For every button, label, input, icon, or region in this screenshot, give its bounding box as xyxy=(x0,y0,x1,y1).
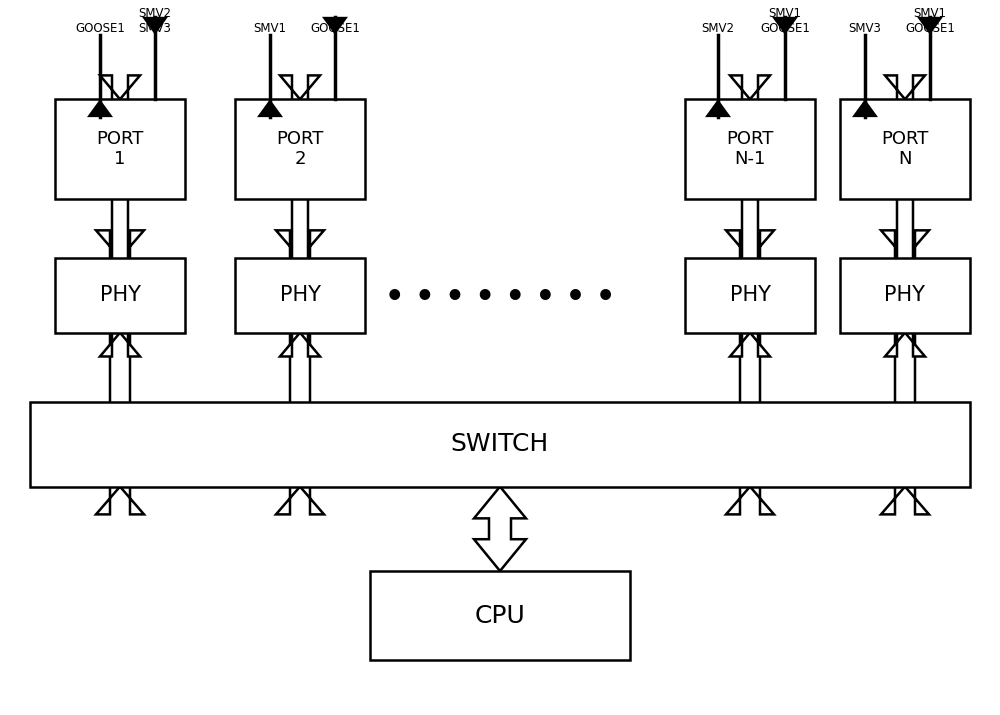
PathPatch shape xyxy=(100,75,140,357)
Bar xyxy=(840,258,970,332)
Bar xyxy=(685,99,815,199)
Polygon shape xyxy=(257,99,283,117)
PathPatch shape xyxy=(726,230,774,514)
PathPatch shape xyxy=(280,75,320,357)
Text: PHY: PHY xyxy=(100,285,140,305)
PathPatch shape xyxy=(96,230,144,514)
Text: PHY: PHY xyxy=(280,285,320,305)
Bar xyxy=(30,402,970,487)
Bar xyxy=(840,99,970,199)
PathPatch shape xyxy=(474,487,526,571)
Text: PORT
1: PORT 1 xyxy=(96,129,144,168)
Text: PHY: PHY xyxy=(885,285,926,305)
Bar xyxy=(55,99,185,199)
Bar xyxy=(235,99,365,199)
Text: CPU: CPU xyxy=(475,603,525,628)
Bar xyxy=(685,258,815,332)
Text: PHY: PHY xyxy=(730,285,770,305)
Text: PORT
N-1: PORT N-1 xyxy=(726,129,774,168)
Polygon shape xyxy=(87,99,113,117)
Text: GOOSE1: GOOSE1 xyxy=(75,21,125,35)
Bar xyxy=(55,258,185,332)
PathPatch shape xyxy=(730,75,770,357)
PathPatch shape xyxy=(881,230,929,514)
PathPatch shape xyxy=(276,230,324,514)
Text: SMV3: SMV3 xyxy=(849,21,881,35)
Text: GOOSE1: GOOSE1 xyxy=(310,21,360,35)
Polygon shape xyxy=(705,99,731,117)
Text: SMV2: SMV2 xyxy=(702,21,734,35)
Bar xyxy=(235,258,365,332)
Text: SMV2
SMV3: SMV2 SMV3 xyxy=(138,6,172,35)
Text: • • • • • • • •: • • • • • • • • xyxy=(385,283,615,312)
Polygon shape xyxy=(322,17,348,35)
Text: SWITCH: SWITCH xyxy=(451,433,549,456)
Text: SMV1
GOOSE1: SMV1 GOOSE1 xyxy=(905,6,955,35)
Polygon shape xyxy=(772,17,798,35)
Text: SMV1
GOOSE1: SMV1 GOOSE1 xyxy=(760,6,810,35)
Polygon shape xyxy=(142,17,168,35)
Polygon shape xyxy=(917,17,943,35)
Text: PORT
N: PORT N xyxy=(881,129,929,168)
Text: PORT
2: PORT 2 xyxy=(276,129,324,168)
Text: SMV1: SMV1 xyxy=(254,21,287,35)
Polygon shape xyxy=(852,99,878,117)
PathPatch shape xyxy=(885,75,925,357)
Bar xyxy=(370,571,630,661)
